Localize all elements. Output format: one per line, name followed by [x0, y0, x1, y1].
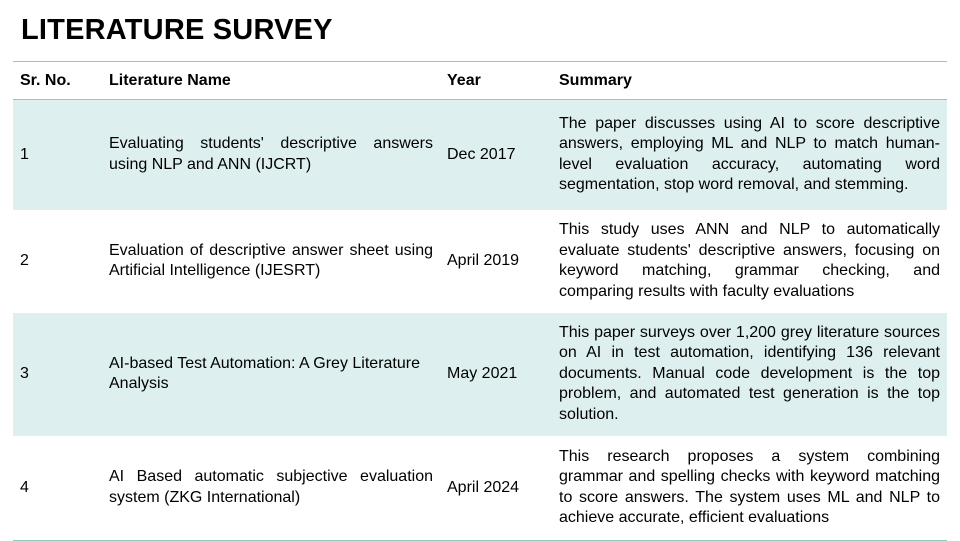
cell-year: April 2019 — [447, 251, 520, 269]
cell-literature-name: AI-based Test Automation: A Grey Literat… — [109, 354, 420, 393]
cell-year: April 2024 — [440, 435, 552, 541]
cell-literature-name: Evaluating students' descriptive answers… — [109, 135, 433, 173]
cell-summary: This paper surveys over 1,200 grey liter… — [559, 323, 940, 423]
table-row: 3 AI-based Test Automation: A Grey Liter… — [13, 312, 947, 436]
cell-sr-no: 4 — [13, 435, 102, 541]
cell-summary: The paper discusses using AI to score de… — [559, 114, 940, 194]
cell-year: Dec 2017 — [447, 145, 516, 163]
header-summary: Summary — [552, 61, 947, 100]
literature-table: Sr. No. Literature Name Year Summary 1 E… — [13, 61, 947, 541]
table-header-row: Sr. No. Literature Name Year Summary — [13, 61, 947, 100]
header-sr-no: Sr. No. — [13, 61, 102, 100]
table-row: 2 Evaluation of descriptive answer sheet… — [13, 209, 947, 313]
cell-sr-no: 1 — [20, 145, 29, 163]
cell-summary: This research proposes a system combinin… — [552, 435, 947, 541]
cell-year: May 2021 — [447, 364, 518, 382]
cell-summary: This study uses ANN and NLP to automatic… — [559, 221, 940, 300]
table-row: 1 Evaluating students' descriptive answe… — [13, 99, 947, 210]
header-year: Year — [440, 61, 552, 100]
cell-literature-name: AI Based automatic subjective evaluation… — [102, 435, 440, 541]
cell-sr-no: 3 — [20, 364, 29, 382]
cell-literature-name: Evaluation of descriptive answer sheet u… — [109, 241, 433, 280]
cell-sr-no: 2 — [20, 251, 29, 269]
table-row: 4 AI Based automatic subjective evaluati… — [13, 435, 947, 541]
page-title: LITERATURE SURVEY — [21, 14, 333, 46]
header-literature-name: Literature Name — [102, 61, 440, 100]
